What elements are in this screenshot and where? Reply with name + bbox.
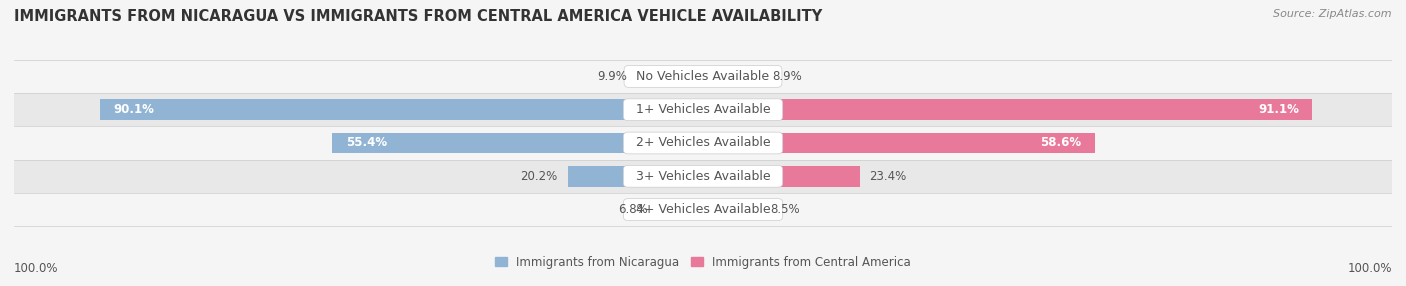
Bar — [100, 100, 703, 120]
Bar — [658, 199, 703, 220]
Bar — [703, 133, 1095, 153]
Text: Source: ZipAtlas.com: Source: ZipAtlas.com — [1274, 9, 1392, 19]
Text: 2+ Vehicles Available: 2+ Vehicles Available — [627, 136, 779, 150]
Text: 1+ Vehicles Available: 1+ Vehicles Available — [627, 103, 779, 116]
Text: 3+ Vehicles Available: 3+ Vehicles Available — [627, 170, 779, 183]
Legend: Immigrants from Nicaragua, Immigrants from Central America: Immigrants from Nicaragua, Immigrants fr… — [495, 256, 911, 269]
Text: No Vehicles Available: No Vehicles Available — [628, 70, 778, 83]
Bar — [14, 93, 1392, 126]
Text: 100.0%: 100.0% — [1347, 262, 1392, 275]
Text: 8.9%: 8.9% — [772, 70, 803, 83]
Text: 9.9%: 9.9% — [598, 70, 627, 83]
Text: 6.8%: 6.8% — [617, 203, 648, 216]
Text: 55.4%: 55.4% — [346, 136, 387, 150]
Text: 20.2%: 20.2% — [520, 170, 558, 183]
Text: IMMIGRANTS FROM NICARAGUA VS IMMIGRANTS FROM CENTRAL AMERICA VEHICLE AVAILABILIT: IMMIGRANTS FROM NICARAGUA VS IMMIGRANTS … — [14, 9, 823, 23]
Bar — [14, 160, 1392, 193]
Bar — [703, 66, 762, 87]
Bar — [637, 66, 703, 87]
Bar — [703, 199, 759, 220]
Text: 23.4%: 23.4% — [869, 170, 907, 183]
Bar — [14, 60, 1392, 93]
Bar — [14, 193, 1392, 226]
Text: 91.1%: 91.1% — [1258, 103, 1299, 116]
Text: 90.1%: 90.1% — [114, 103, 155, 116]
Bar — [14, 126, 1392, 160]
Bar — [703, 100, 1312, 120]
Text: 58.6%: 58.6% — [1040, 136, 1081, 150]
Text: 8.5%: 8.5% — [770, 203, 800, 216]
Text: 4+ Vehicles Available: 4+ Vehicles Available — [627, 203, 779, 216]
Bar — [703, 166, 859, 186]
Bar — [332, 133, 703, 153]
Bar — [568, 166, 703, 186]
Text: 100.0%: 100.0% — [14, 262, 59, 275]
